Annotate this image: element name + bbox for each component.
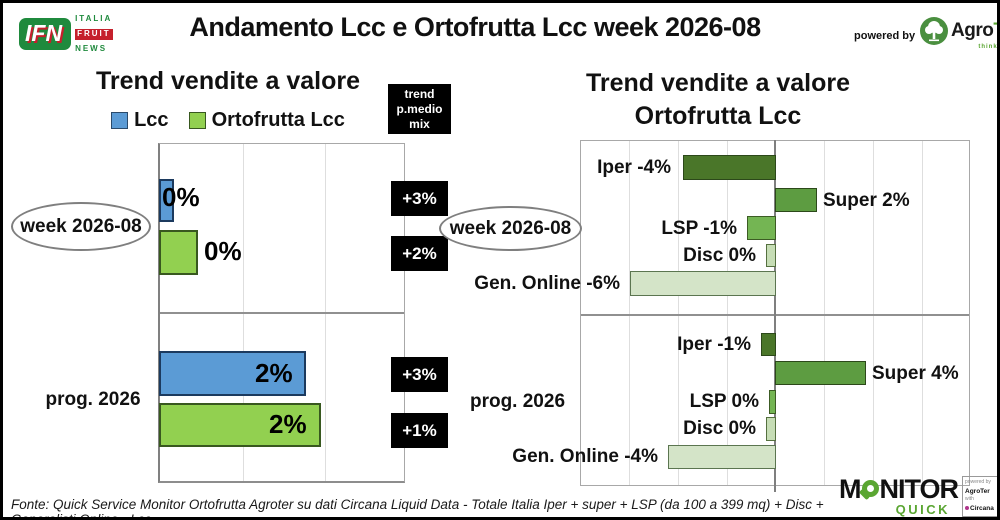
bar-lcc-prog	[159, 351, 306, 396]
ifn-news-label: NEWS	[75, 44, 108, 53]
bar-gen-online-prog	[668, 445, 776, 469]
bar-ortofrutta-prog	[159, 403, 321, 447]
ifn-fruit-label: FRUIT	[75, 28, 113, 40]
legend-item-lcc: Lcc	[111, 109, 169, 132]
bar-value-ortofrutta-week: 0%	[204, 236, 242, 266]
gridline	[678, 141, 679, 485]
ifn-logo-abbr: IFN	[19, 18, 72, 50]
circana-icon	[965, 505, 970, 510]
legend-label-ortofrutta: Ortofrutta Lcc	[211, 109, 345, 131]
bar-lsp-week	[747, 216, 776, 240]
monitor-m: M	[839, 474, 861, 504]
agroter-logo: AgroTer think fresh	[919, 16, 998, 50]
monitor-circana: Circana	[965, 504, 995, 514]
right-chart-title-line1: Trend vendite a valore	[586, 69, 850, 97]
bar-label-gen-online-prog: Gen. Online -4%	[512, 446, 658, 467]
monitor-quick-logo: M NITOR QUICK powered by AgroTer with Ci…	[839, 474, 997, 517]
zero-axis	[774, 140, 776, 492]
agroter-tagline: think fresh	[978, 44, 998, 50]
bar-value-lcc-prog: 2%	[255, 358, 293, 388]
bar-label-super-prog: Super 4%	[872, 363, 959, 384]
legend-item-ortofrutta: Ortofrutta Lcc	[188, 109, 345, 132]
monitor-with: with	[965, 496, 974, 503]
bar-lsp-prog	[769, 390, 776, 414]
agroter-name: AgroTer	[951, 20, 997, 41]
ifn-logo: IFN ITALIA FRUIT NEWS	[19, 15, 113, 53]
trend-header-line2: p.medio	[396, 101, 443, 116]
ifn-italia-label: ITALIA	[75, 14, 113, 23]
gridline	[922, 141, 923, 485]
bar-label-lsp-week: LSP -1%	[661, 218, 737, 239]
week-ellipse-left: week 2026-08	[11, 202, 151, 251]
bar-label-super-week: Super 2%	[823, 190, 910, 211]
bar-ortofrutta-week	[159, 230, 198, 275]
ifn-logo-stack: ITALIA FRUIT NEWS	[75, 15, 113, 53]
bar-label-iper-prog: Iper -1%	[677, 334, 751, 355]
monitor-powered-by: powered by	[965, 479, 991, 485]
week-label-left: week 2026-08	[20, 215, 142, 237]
prog-label-right: prog. 2026	[469, 391, 566, 412]
right-chart-title-line2: Ortofrutta Lcc	[634, 102, 802, 130]
week-ellipse-right: week 2026-08	[439, 206, 582, 251]
left-chart-legend: Lcc Ortofrutta Lcc	[98, 109, 358, 132]
trend-header-line1: trend	[404, 86, 435, 101]
gridline	[629, 141, 630, 485]
monitor-agroter: AgroTer	[965, 487, 990, 495]
bar-disc-week	[766, 244, 776, 267]
bar-iper-prog	[761, 333, 776, 356]
legend-swatch-lcc	[111, 112, 129, 129]
monitor-nitor: NITOR	[879, 474, 960, 504]
prog-label-left: prog. 2026	[45, 389, 141, 410]
bar-label-gen-online-week: Gen. Online -6%	[474, 273, 620, 294]
monitor-wordmark: M NITOR	[839, 474, 960, 504]
quick-wordmark: QUICK	[895, 502, 951, 517]
week-label-right: week 2026-08	[449, 217, 572, 239]
bar-super-prog	[775, 361, 866, 385]
gridline	[873, 141, 874, 485]
bar-gen-online-week	[630, 271, 776, 296]
section-divider	[160, 312, 404, 314]
source-note: Fonte: Quick Service Monitor Ortofrutta …	[11, 497, 824, 520]
bar-value-lcc-week: 0%	[162, 182, 200, 212]
bar-super-week	[775, 188, 817, 212]
left-chart-title: Trend vendite a valore	[96, 67, 360, 95]
trend-box-ortofrutta-prog: +1%	[391, 413, 448, 448]
trend-box-lcc-week: +3%	[391, 181, 448, 216]
bar-disc-prog	[766, 417, 776, 441]
gridline	[824, 141, 825, 485]
bar-label-lsp-prog: LSP 0%	[689, 391, 759, 412]
bar-lcc-week	[159, 179, 174, 222]
trend-box-lcc-prog: +3%	[391, 357, 448, 392]
gridline	[727, 141, 728, 485]
powered-by-label: powered by	[854, 30, 916, 42]
tree-icon	[920, 17, 948, 45]
bar-iper-week	[683, 155, 776, 180]
bar-label-disc-prog: Disc 0%	[683, 418, 756, 439]
page-title: Andamento Lcc e Ortofrutta Lcc week 2026…	[189, 12, 761, 42]
trend-header-line3: mix	[409, 116, 430, 131]
legend-swatch-ortofrutta	[188, 112, 206, 129]
magnifier-icon	[861, 480, 879, 497]
legend-label-lcc: Lcc	[134, 109, 169, 131]
trend-pmedio-mix-header: trend p.medio mix	[388, 84, 451, 134]
bar-label-disc-week: Disc 0%	[683, 245, 756, 266]
bar-label-iper-week: Iper -4%	[597, 157, 671, 178]
trend-box-ortofrutta-week: +2%	[391, 236, 448, 271]
monitor-credits-box: powered by AgroTer with Circana	[962, 476, 997, 517]
bar-value-ortofrutta-prog: 2%	[269, 409, 307, 439]
